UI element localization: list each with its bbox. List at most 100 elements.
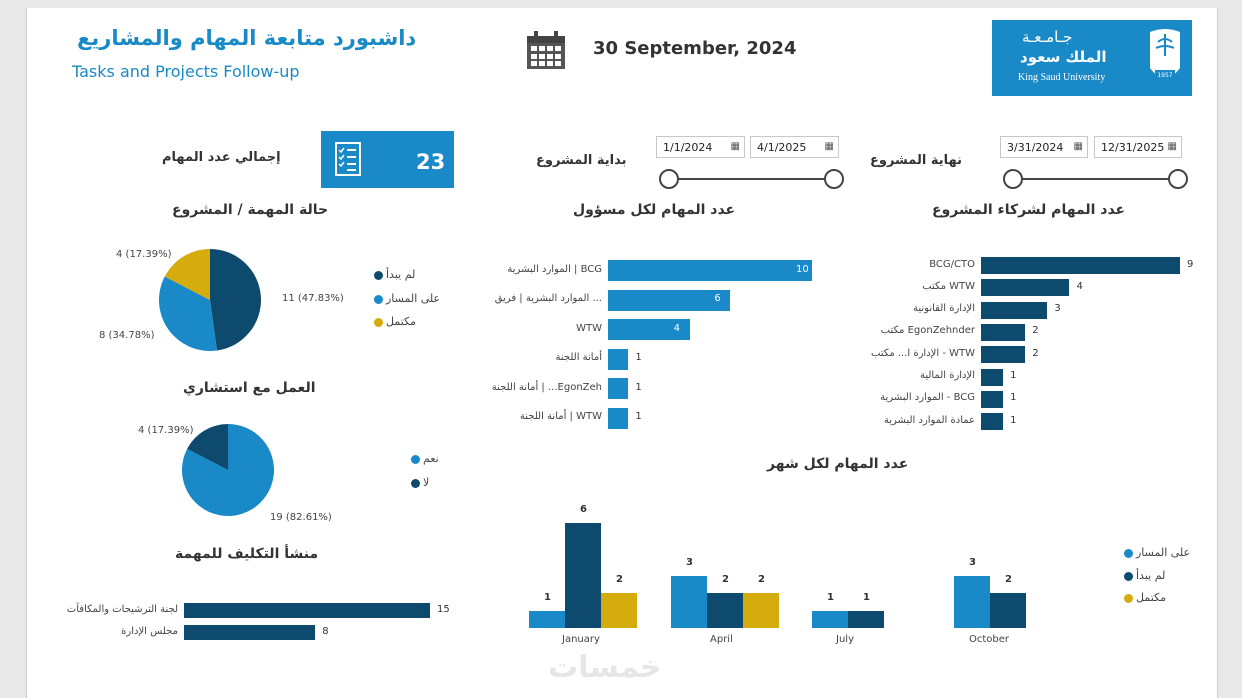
- status-slice-label: 4 (17.39%): [116, 249, 172, 260]
- month-bar[interactable]: [990, 593, 1026, 628]
- owner-label: WTW: [576, 322, 602, 334]
- owner-value: 1: [635, 411, 642, 422]
- partner-bar[interactable]: [981, 301, 1048, 319]
- start-date-label: بداية المشروع: [536, 153, 627, 168]
- partner-bar[interactable]: [981, 279, 1070, 297]
- status-slice-completed[interactable]: [164, 249, 210, 300]
- month-bar-value: 3: [686, 556, 693, 568]
- consultant-slice-no[interactable]: [187, 424, 228, 470]
- legend-item[interactable]: مكتمل: [386, 315, 416, 328]
- calendar-small-icon[interactable]: ▦: [824, 141, 834, 152]
- end-to-input[interactable]: 12/31/2025 ▦: [1094, 136, 1182, 158]
- owner-bar[interactable]: [608, 378, 629, 399]
- origin-value: 8: [322, 625, 329, 637]
- partner-bar[interactable]: [981, 323, 1026, 341]
- legend-dot: [1124, 549, 1133, 558]
- month-bar[interactable]: [601, 593, 637, 628]
- month-bar-value: 2: [722, 574, 729, 585]
- owner-bar[interactable]: [608, 289, 731, 311]
- checklist-icon: [335, 142, 361, 176]
- month-axis-label: April: [710, 634, 733, 645]
- ksu-year: 1957: [1157, 72, 1172, 79]
- end-slider-handle-max[interactable]: [1168, 169, 1188, 189]
- partner-bar[interactable]: [981, 368, 1004, 386]
- current-date: 30 September, 2024: [593, 38, 797, 59]
- month-bar[interactable]: [671, 575, 707, 628]
- legend-dot: [1124, 572, 1133, 581]
- partner-value: 3: [1054, 303, 1061, 315]
- month-bar[interactable]: [707, 593, 743, 628]
- partner-label: EgonZehnder مكتب: [880, 325, 975, 337]
- partner-value: 1: [1010, 370, 1017, 381]
- status-pie-chart: [159, 249, 261, 351]
- month-bar[interactable]: [529, 610, 565, 628]
- partner-value: 4: [1076, 280, 1083, 292]
- legend-item[interactable]: مكتمل: [1136, 591, 1166, 604]
- legend-dot: [374, 271, 383, 280]
- legend-dot: [374, 318, 383, 327]
- partner-value: 2: [1032, 347, 1039, 359]
- start-to-input[interactable]: 4/1/2025 ▦: [750, 136, 839, 158]
- owner-bar[interactable]: [608, 348, 629, 370]
- partner-bar[interactable]: [981, 390, 1004, 408]
- owner-label: BCG | الموارد البشرية: [507, 263, 602, 275]
- origin-label: لجنة الترشيحات والمكافآت: [66, 603, 178, 615]
- month-axis-label: July: [836, 634, 854, 645]
- page-title-english: Tasks and Projects Follow-up: [72, 62, 300, 81]
- end-date-label: نهاية المشروع: [870, 153, 962, 168]
- end-from-input[interactable]: 3/31/2024 ▦: [1000, 136, 1088, 158]
- month-bar-value: 1: [827, 591, 834, 603]
- legend-item[interactable]: نعم: [423, 452, 439, 465]
- legend-item[interactable]: لم يبدأ: [386, 268, 416, 281]
- owner-bar[interactable]: [608, 407, 629, 429]
- partner-label: BCG/CTO: [929, 258, 975, 270]
- consultant-pie-chart: [182, 424, 274, 516]
- partner-label: الإدارة القانونية: [912, 303, 975, 315]
- owner-value: 6: [714, 293, 721, 304]
- month-bar[interactable]: [848, 610, 884, 628]
- partner-value: 9: [1187, 258, 1194, 270]
- owner-bar[interactable]: [608, 319, 690, 340]
- month-bar[interactable]: [812, 610, 848, 628]
- end-slider-handle-min[interactable]: [1003, 169, 1023, 189]
- legend-item[interactable]: لم يبدأ: [1136, 569, 1166, 582]
- status-slice-on-track[interactable]: [159, 276, 217, 351]
- owner-value: 4: [673, 322, 680, 334]
- status-slice-not-started[interactable]: [210, 249, 261, 351]
- legend-dot: [1124, 594, 1133, 603]
- consultant-chart-title: العمل مع استشاري: [183, 380, 316, 396]
- owner-chart-title: عدد المهام لكل مسؤول: [573, 202, 736, 218]
- start-slider-handle-min[interactable]: [659, 169, 679, 189]
- page-title-arabic: داشبورد متابعة المهام والمشاريع: [77, 26, 417, 50]
- start-slider-track[interactable]: [670, 178, 835, 180]
- owner-bar[interactable]: [608, 260, 812, 281]
- start-slider-handle-max[interactable]: [824, 169, 844, 189]
- month-bar[interactable]: [743, 593, 779, 628]
- calendar-small-icon[interactable]: ▦: [1073, 141, 1083, 152]
- start-from-input[interactable]: 1/1/2024 ▦: [656, 136, 745, 158]
- month-bar-value: 3: [969, 556, 976, 568]
- origin-bar[interactable]: [184, 603, 430, 618]
- legend-item[interactable]: على المسار: [1136, 546, 1191, 559]
- end-slider-track[interactable]: [1014, 178, 1179, 180]
- owner-label: ... الموارد البشرية | فريق: [494, 293, 602, 304]
- legend-item[interactable]: على المسار: [386, 292, 441, 305]
- legend-item[interactable]: لا: [423, 476, 430, 489]
- partner-bar[interactable]: [981, 257, 1180, 274]
- owner-value: 1: [635, 352, 642, 363]
- partner-bar[interactable]: [981, 346, 1026, 364]
- month-bar[interactable]: [954, 575, 990, 628]
- calendar-small-icon[interactable]: ▦: [1167, 141, 1177, 152]
- partner-bar[interactable]: [981, 413, 1004, 431]
- consultant-slice-label: 19 (82.61%): [270, 512, 332, 523]
- legend-dot: [374, 295, 383, 304]
- month-axis-label: January: [562, 634, 600, 645]
- owner-label: EgonZeh... | أمانة اللجنة: [491, 381, 602, 393]
- month-bar[interactable]: [565, 523, 601, 628]
- origin-bar[interactable]: [184, 625, 316, 640]
- month-bar-value: 1: [544, 591, 551, 603]
- legend-dot: [411, 455, 420, 464]
- calendar-small-icon[interactable]: ▦: [730, 141, 740, 152]
- kpi-card: [321, 131, 454, 188]
- origin-chart-title: منشأ التكليف للمهمة: [175, 546, 319, 562]
